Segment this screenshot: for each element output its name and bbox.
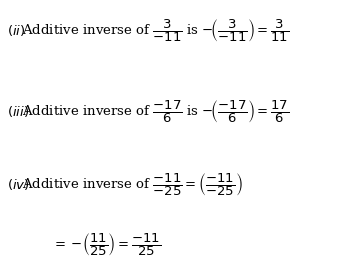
Text: $(ii)$: $(ii)$ [7, 23, 25, 38]
Text: $(iii)$: $(iii)$ [7, 104, 29, 119]
Text: $= -\!\left(\dfrac{11}{25}\right) = \dfrac{-11}{25}$: $= -\!\left(\dfrac{11}{25}\right) = \dfr… [52, 231, 161, 258]
Text: Additive inverse of $\dfrac{-17}{6}$ is $-\!\left(\dfrac{-17}{6}\right) = \dfrac: Additive inverse of $\dfrac{-17}{6}$ is … [14, 98, 289, 125]
Text: Additive inverse of $\dfrac{3}{-11}$ is $-\!\left(\dfrac{3}{-11}\right) = \dfrac: Additive inverse of $\dfrac{3}{-11}$ is … [14, 17, 289, 44]
Text: Additive inverse of $\dfrac{-11}{-25} = \left(\dfrac{-11}{-25}\right)$: Additive inverse of $\dfrac{-11}{-25} = … [14, 171, 243, 198]
Text: $(iv)$: $(iv)$ [7, 177, 30, 192]
